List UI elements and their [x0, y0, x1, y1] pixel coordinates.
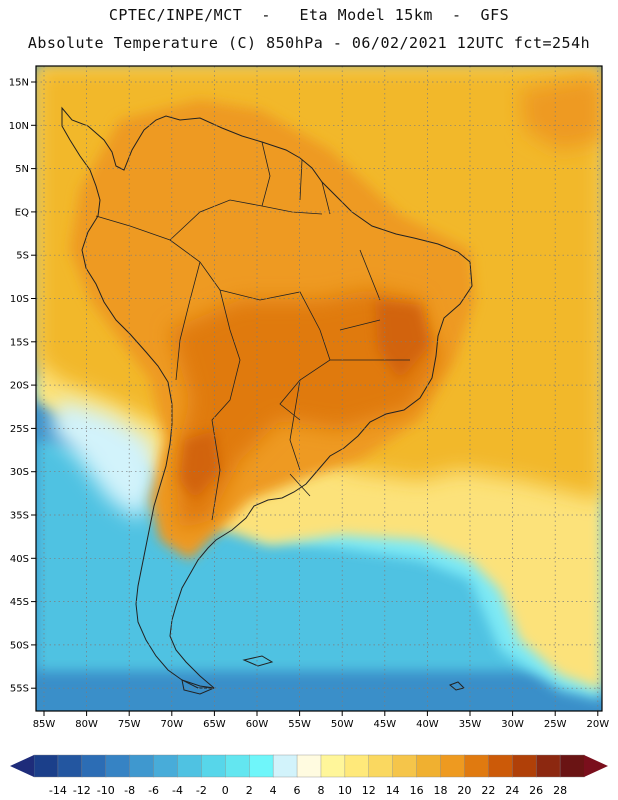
colorbar-label: -4: [172, 784, 183, 797]
colorbar-label: 28: [553, 784, 567, 797]
temperature-map: 15N 10N 5N EQ 5S 10S 15S 20S 25S 30S 35S 40S 45S 50S 5…: [9, 65, 610, 730]
colorbar-swatch: [512, 754, 537, 778]
colorbar-swatch: [201, 754, 226, 778]
lat-label: 5N: [15, 164, 29, 175]
colorbar-low-arrow: [10, 755, 34, 777]
colorbar-label: 24: [505, 784, 519, 797]
colorbar-labels: -14 -12 -10 -8 -6 -4 -2 0 2 4 6 8 10 12 14 16 18 20 22 24 26…: [49, 784, 567, 797]
colorbar-swatch: [368, 754, 394, 778]
lon-label: 75W: [118, 719, 141, 730]
lon-label: 25W: [544, 719, 567, 730]
colorbar-label: 16: [410, 784, 424, 797]
colorbar-label: 4: [270, 784, 277, 797]
colorbar-swatch: [129, 754, 155, 778]
colorbar-swatch: [344, 754, 370, 778]
colorbar-label: -6: [148, 784, 159, 797]
colorbar-label: 0: [222, 784, 229, 797]
lon-label: 50W: [331, 719, 354, 730]
colorbar-swatches: [33, 754, 585, 778]
lat-label: 25S: [10, 424, 29, 435]
lat-label: 15N: [9, 78, 29, 89]
lat-label: 55S: [10, 684, 29, 695]
lon-label: 60W: [246, 719, 269, 730]
lat-label: 5S: [16, 251, 29, 262]
colorbar-swatch: [488, 754, 513, 778]
lat-label: 10N: [9, 121, 29, 132]
colorbar-label: 10: [338, 784, 352, 797]
lon-label: 30W: [501, 719, 524, 730]
lat-label: 10S: [10, 294, 29, 305]
lat-label: 50S: [10, 640, 29, 651]
lat-label: 20S: [10, 381, 29, 392]
colorbar-label: 14: [386, 784, 400, 797]
colorbar-label: -12: [73, 784, 91, 797]
colorbar-swatch: [464, 754, 489, 778]
colorbar-swatch: [177, 754, 202, 778]
colorbar-swatch: [225, 754, 250, 778]
lon-label: 65W: [203, 719, 226, 730]
country-borders: [95, 141, 410, 521]
continent-coastline: [61, 106, 473, 689]
colorbar-label: 2: [246, 784, 253, 797]
colorbar-label: 8: [317, 784, 324, 797]
colorbar-swatch: [440, 754, 466, 778]
map-title-line-1: CPTEC/INPE/MCT - Eta Model 15km - GFS: [108, 6, 510, 24]
lon-label: 45W: [373, 719, 396, 730]
lon-label: 80W: [75, 719, 98, 730]
colorbar-swatch: [392, 754, 418, 778]
field-northeast-hot: [520, 75, 602, 150]
colorbar-swatch: [559, 754, 585, 778]
colorbar-swatch: [296, 754, 322, 778]
colorbar-swatch: [249, 754, 274, 778]
lat-label: 15S: [10, 337, 29, 348]
lat-label: EQ: [15, 207, 29, 218]
colorbar-label: 12: [362, 784, 376, 797]
lon-label: 70W: [160, 719, 183, 730]
colorbar-label: 26: [529, 784, 543, 797]
colorbar-swatch: [416, 754, 442, 778]
colorbar-high-arrow: [584, 755, 608, 777]
colorbar-swatch: [272, 754, 298, 778]
lon-label: 55W: [288, 719, 311, 730]
colorbar-swatch: [33, 754, 59, 778]
lat-label: 45S: [10, 597, 29, 608]
colorbar-label: -14: [49, 784, 67, 797]
colorbar-label: 22: [481, 784, 495, 797]
field-transition-ocean: [50, 400, 160, 520]
lat-label: 30S: [10, 467, 29, 478]
map-frame: [35, 65, 603, 712]
lon-label: 85W: [33, 719, 56, 730]
colorbar-swatch: [320, 754, 346, 778]
colorbar-swatch: [153, 754, 179, 778]
lon-label: 35W: [459, 719, 482, 730]
colorbar: -14 -12 -10 -8 -6 -4 -2 0 2 4 6 8 10 12 14 16 18 20 22 24 26…: [10, 754, 608, 797]
colorbar-label: 20: [457, 784, 471, 797]
colorbar-swatch: [535, 754, 561, 778]
temperature-field: [36, 66, 602, 711]
field-land-hotspot: [180, 300, 430, 500]
colorbar-label: 6: [294, 784, 301, 797]
lat-label: 35S: [10, 511, 29, 522]
colorbar-label: -2: [196, 784, 207, 797]
latitude-labels: 15N 10N 5N EQ 5S 10S 15S 20S 25S 30S 35S 40S 45S 50S 5…: [9, 78, 29, 695]
colorbar-swatch: [105, 754, 131, 778]
longitude-labels: 85W 80W 75W 70W 65W 60W 55W 50W 45W 40W 35W 30W 25W 2…: [33, 719, 610, 730]
colorbar-label: -8: [124, 784, 135, 797]
map-title-line-2: Absolute Temperature (C) 850hPa - 06/02/…: [27, 34, 591, 52]
lon-label: 40W: [416, 719, 439, 730]
graticule: [31, 66, 602, 716]
colorbar-label: -10: [97, 784, 115, 797]
colorbar-swatch: [57, 754, 83, 778]
lon-label: 20W: [586, 719, 609, 730]
colorbar-label: 18: [434, 784, 448, 797]
field-land-hot: [170, 290, 440, 530]
lat-label: 40S: [10, 554, 29, 565]
colorbar-swatch: [81, 754, 107, 778]
